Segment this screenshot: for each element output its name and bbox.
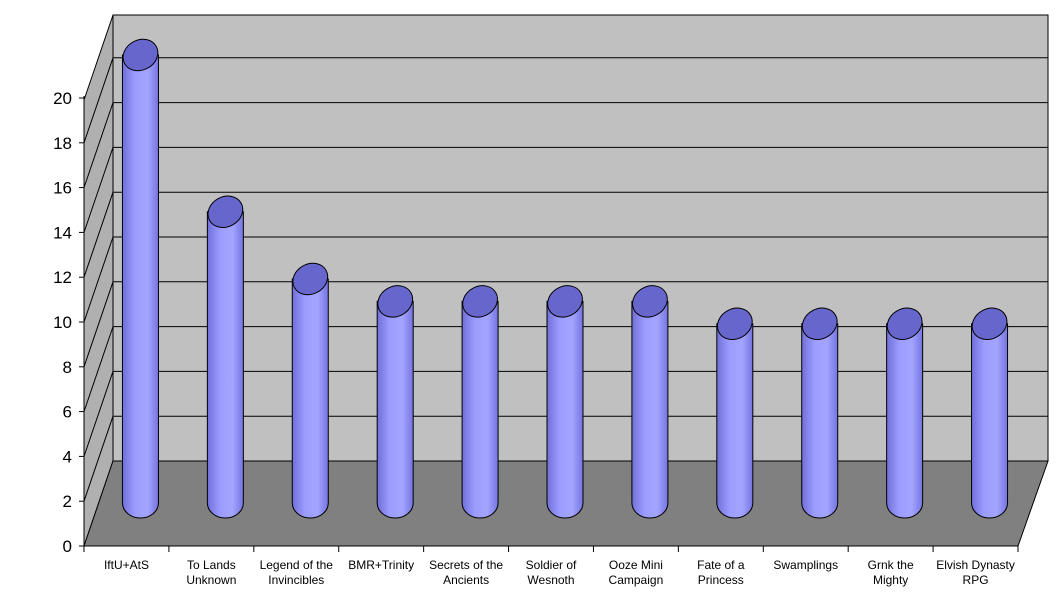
y-tick-label: 10 [53,313,72,332]
x-tick-label-line: Swamplings [773,558,838,572]
x-tick-label-line: IftU+AtS [104,558,149,572]
y-tick-label: 2 [63,492,72,511]
bar-top [207,195,244,229]
x-tick-label-line: Secrets of the [429,558,503,572]
bar-body [631,300,669,519]
side-gridline [83,326,114,412]
y-tick-label: 8 [63,358,72,377]
bar [716,307,754,519]
side-gridline [83,147,114,233]
bar-top [377,285,414,318]
bar [121,38,159,519]
side-gridline [83,281,114,367]
bar-top [547,285,583,318]
x-tick-label-line: RPG [963,573,989,587]
y-axis: 0 2 4 6 8 10 12 14 16 18 20 [53,89,85,556]
x-tick-label-line: Mighty [873,573,908,587]
x-tick-label: Grnk the Mighty [868,558,914,587]
bar-body [971,323,1009,519]
x-tick-label-line: Grnk the [868,558,914,572]
bar-top [716,307,753,341]
x-tick-label: Swamplings [773,558,838,572]
y-tick-label: 12 [53,268,72,287]
bar-body [886,323,924,519]
x-tick-label-line: Legend of the [260,558,334,572]
bar-body [206,211,244,519]
bar-top [971,307,1008,341]
x-tick-label: BMR+Trinity [348,558,414,572]
bar-top [632,285,668,318]
x-tick-label: Legend of the Invincibles [260,558,334,587]
bar [631,285,669,519]
bar [291,262,329,519]
bars [121,38,1009,519]
bar-top [292,262,329,296]
x-tick-label-line: Elvish Dynasty [936,558,1015,572]
y-tick-label: 6 [63,403,72,422]
bar [886,307,924,519]
x-tick-label-line: Princess [698,573,744,587]
x-tick-label: Elvish Dynasty RPG [936,558,1015,587]
x-tick-label-line: Wesnoth [527,573,574,587]
side-gridline [83,371,114,457]
side-gridline [83,102,114,188]
bar [546,285,584,519]
x-tick-label-line: To Lands [187,558,236,572]
x-axis: IftU+AtS To Lands Unknown Legend of the Invi… [83,545,1019,587]
bar [461,285,499,519]
x-tick-label-line: Ooze Mini [609,558,663,572]
bar [801,307,839,519]
side-gridline [83,236,114,323]
x-tick-label-line: Fate of a [697,558,745,572]
bar-body [376,300,414,519]
y-tick-label: 14 [53,223,72,242]
side-gridline [83,192,114,278]
bar [376,285,414,519]
y-tick-label: 18 [53,134,72,153]
bar-body [291,278,329,519]
bar-body [546,300,584,519]
x-tick-label-line: Invincibles [268,573,324,587]
side-gridline [83,57,114,143]
x-tick-label-line: BMR+Trinity [348,558,414,572]
y-tick-label: 0 [63,537,72,556]
x-tick-label-line: Unknown [186,573,236,587]
bar-body [461,300,499,519]
bar-top [886,307,923,341]
x-tick-label: Soldier of Wesnoth [526,558,577,587]
x-tick-label: Secrets of the Ancients [429,558,503,587]
x-tick-label: To Lands Unknown [186,558,236,587]
x-tick-label-line: Soldier of [526,558,577,572]
bar [206,195,244,519]
bar-body [801,323,839,519]
x-tick-label-line: Ancients [443,573,489,587]
bar-top [801,307,838,341]
x-tick-label: IftU+AtS [104,558,149,572]
bar-top [122,38,159,72]
bar-body [121,54,159,519]
side-gridline [83,416,114,502]
x-tick-label: Ooze Mini Campaign [609,558,664,587]
y-tick-label: 4 [63,447,72,466]
bar-body [716,323,754,519]
x-tick-label-line: Campaign [609,573,664,587]
x-tick-label: Fate of a Princess [697,558,745,587]
bar-top [462,285,498,318]
y-tick-label: 16 [53,179,72,198]
bar [971,307,1009,519]
y-tick-label: 20 [53,89,72,108]
